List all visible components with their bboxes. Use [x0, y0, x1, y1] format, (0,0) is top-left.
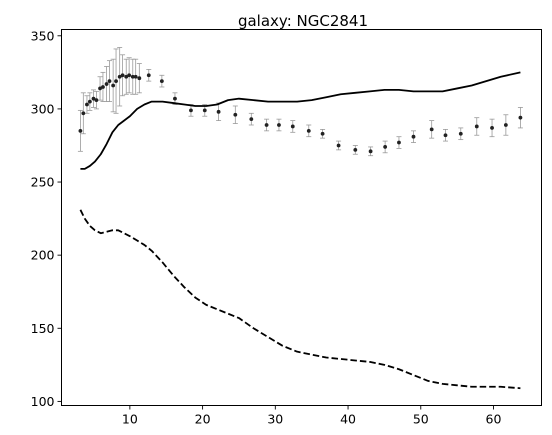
data-point: [216, 109, 221, 114]
x-tick-label: 60: [486, 412, 502, 427]
data-point: [98, 86, 102, 91]
data-point: [111, 83, 116, 88]
data-point: [264, 123, 269, 127]
data-point: [368, 149, 373, 154]
data-point: [120, 73, 125, 78]
data-point: [490, 126, 494, 130]
axes-frame: [61, 29, 542, 406]
data-point: [443, 133, 448, 138]
y-axis: 100 150 200 250 300 350: [31, 28, 62, 409]
solid-model-curve: [80, 71, 521, 170]
data-point: [277, 123, 281, 127]
data-point: [137, 76, 142, 81]
data-point: [173, 96, 177, 101]
y-tick-label: 250: [31, 175, 55, 190]
y-tick-label: 150: [31, 321, 55, 336]
data-point: [78, 128, 83, 133]
data-point: [189, 108, 193, 113]
x-tick-label: 40: [340, 412, 356, 427]
data-point: [124, 74, 129, 79]
y-tick-label: 100: [31, 394, 55, 409]
data-point: [104, 82, 109, 86]
x-tick-label: 30: [267, 412, 283, 427]
data-point: [130, 74, 135, 79]
data-point: [101, 85, 105, 89]
plot-area: [77, 47, 523, 390]
y-tick-label: 200: [31, 248, 55, 263]
data-point: [133, 74, 138, 79]
data-point: [383, 145, 388, 149]
data-point: [87, 99, 92, 104]
data-point: [397, 140, 401, 145]
data-point: [85, 102, 89, 107]
data-point: [518, 115, 523, 120]
data-point: [320, 131, 325, 136]
data-point: [117, 74, 122, 79]
data-point: [159, 79, 164, 84]
y-tick-label: 300: [31, 101, 55, 116]
x-tick-label: 20: [195, 412, 211, 427]
data-point: [249, 117, 254, 122]
data-point: [81, 111, 86, 116]
data-point: [474, 124, 479, 129]
dashed-model-curve: [79, 209, 521, 390]
data-point: [114, 79, 118, 84]
data-point: [91, 96, 96, 101]
data-point: [107, 79, 112, 84]
y-tick-label: 350: [31, 28, 55, 43]
data-point: [290, 124, 295, 129]
x-axis: 10 20 30 40 50 60: [122, 405, 502, 427]
data-point: [306, 128, 311, 133]
data-point: [458, 131, 463, 136]
data-point: [353, 147, 358, 152]
x-tick-label: 50: [413, 412, 429, 427]
data-point: [503, 123, 508, 127]
data-point: [233, 112, 238, 117]
data-point: [94, 98, 99, 103]
chart-title: galaxy: NGC2841: [238, 12, 368, 30]
data-point: [146, 73, 151, 78]
x-tick-label: 10: [122, 412, 138, 427]
data-point: [411, 134, 416, 139]
data-point: [127, 73, 132, 78]
data-point: [429, 127, 434, 132]
data-point: [336, 143, 341, 148]
data-point: [202, 108, 207, 113]
